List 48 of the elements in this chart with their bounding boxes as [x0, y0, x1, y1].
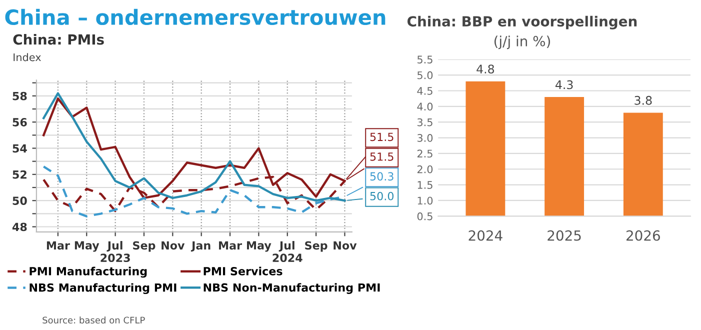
x-tick-label: May	[74, 241, 100, 252]
x-tick-label: May	[246, 241, 272, 252]
x-tick-label: Jan	[190, 241, 210, 252]
x-tick-label: 2024	[468, 230, 502, 241]
source-note: Source: based on CFLP	[42, 316, 145, 324]
data-label: 4.8	[476, 64, 494, 74]
legend-label: NBS Manufacturing PMI	[30, 283, 176, 294]
x-tick-label: 2025	[548, 230, 581, 241]
y-tick-label: 56	[12, 118, 27, 126]
y-tick-label: 52	[12, 170, 26, 179]
text: China – ondernemersvertrouwen	[5, 8, 386, 26]
y-tick-label: 48	[12, 222, 27, 232]
y-tick-label: 4.5	[417, 87, 432, 95]
y-tick-label: 4.0	[417, 102, 433, 111]
y-axis-title: Index	[14, 53, 41, 62]
data-label: 4.3	[555, 80, 573, 90]
chart-title: China: BBP en voorspellingen	[408, 16, 637, 30]
y-tick-label: 2.5	[417, 150, 432, 158]
chart-title: China: PMIs	[13, 34, 104, 45]
data-label: 50.0	[370, 192, 394, 200]
y-tick-label: 5.0	[418, 71, 433, 80]
legend-label: PMI Manufacturing	[30, 266, 147, 278]
legend-label: PMI Services	[204, 266, 282, 276]
x-tick-label: Jul 2023	[100, 241, 130, 262]
y-tick-label: 2.0	[417, 165, 433, 174]
y-tick-label: 50	[12, 196, 27, 205]
y-tick-label: 54	[12, 144, 27, 153]
x-tick-label: Mar	[46, 241, 70, 250]
y-tick-label: 1.0	[418, 196, 433, 205]
data-label: 3.8	[634, 96, 652, 105]
y-tick-label: 3.5	[417, 118, 432, 126]
data-label: 50.3	[370, 172, 394, 181]
x-tick-label: Nov	[334, 241, 357, 250]
x-tick-label: Mar	[219, 241, 242, 250]
x-tick-label: Nov	[162, 241, 185, 250]
y-tick-label: 0.5	[417, 212, 432, 220]
y-tick-label: 3.0	[417, 134, 433, 142]
y-tick-label: 58	[12, 92, 27, 100]
x-tick-label: 2026	[626, 230, 660, 241]
x-tick-label: Jul 2024	[272, 241, 302, 262]
data-label: 51.5	[370, 132, 394, 142]
chart-subtitle: (j/j in %)	[494, 36, 550, 50]
legend-label: NBS Non-Manufacturing PMI	[204, 283, 380, 294]
y-tick-label: 1.5	[418, 181, 432, 189]
y-tick-label: 5.5	[418, 56, 432, 64]
x-tick-label: Sep	[305, 241, 328, 252]
data-label: 51.5	[370, 152, 394, 161]
x-tick-label: Sep	[133, 241, 156, 252]
